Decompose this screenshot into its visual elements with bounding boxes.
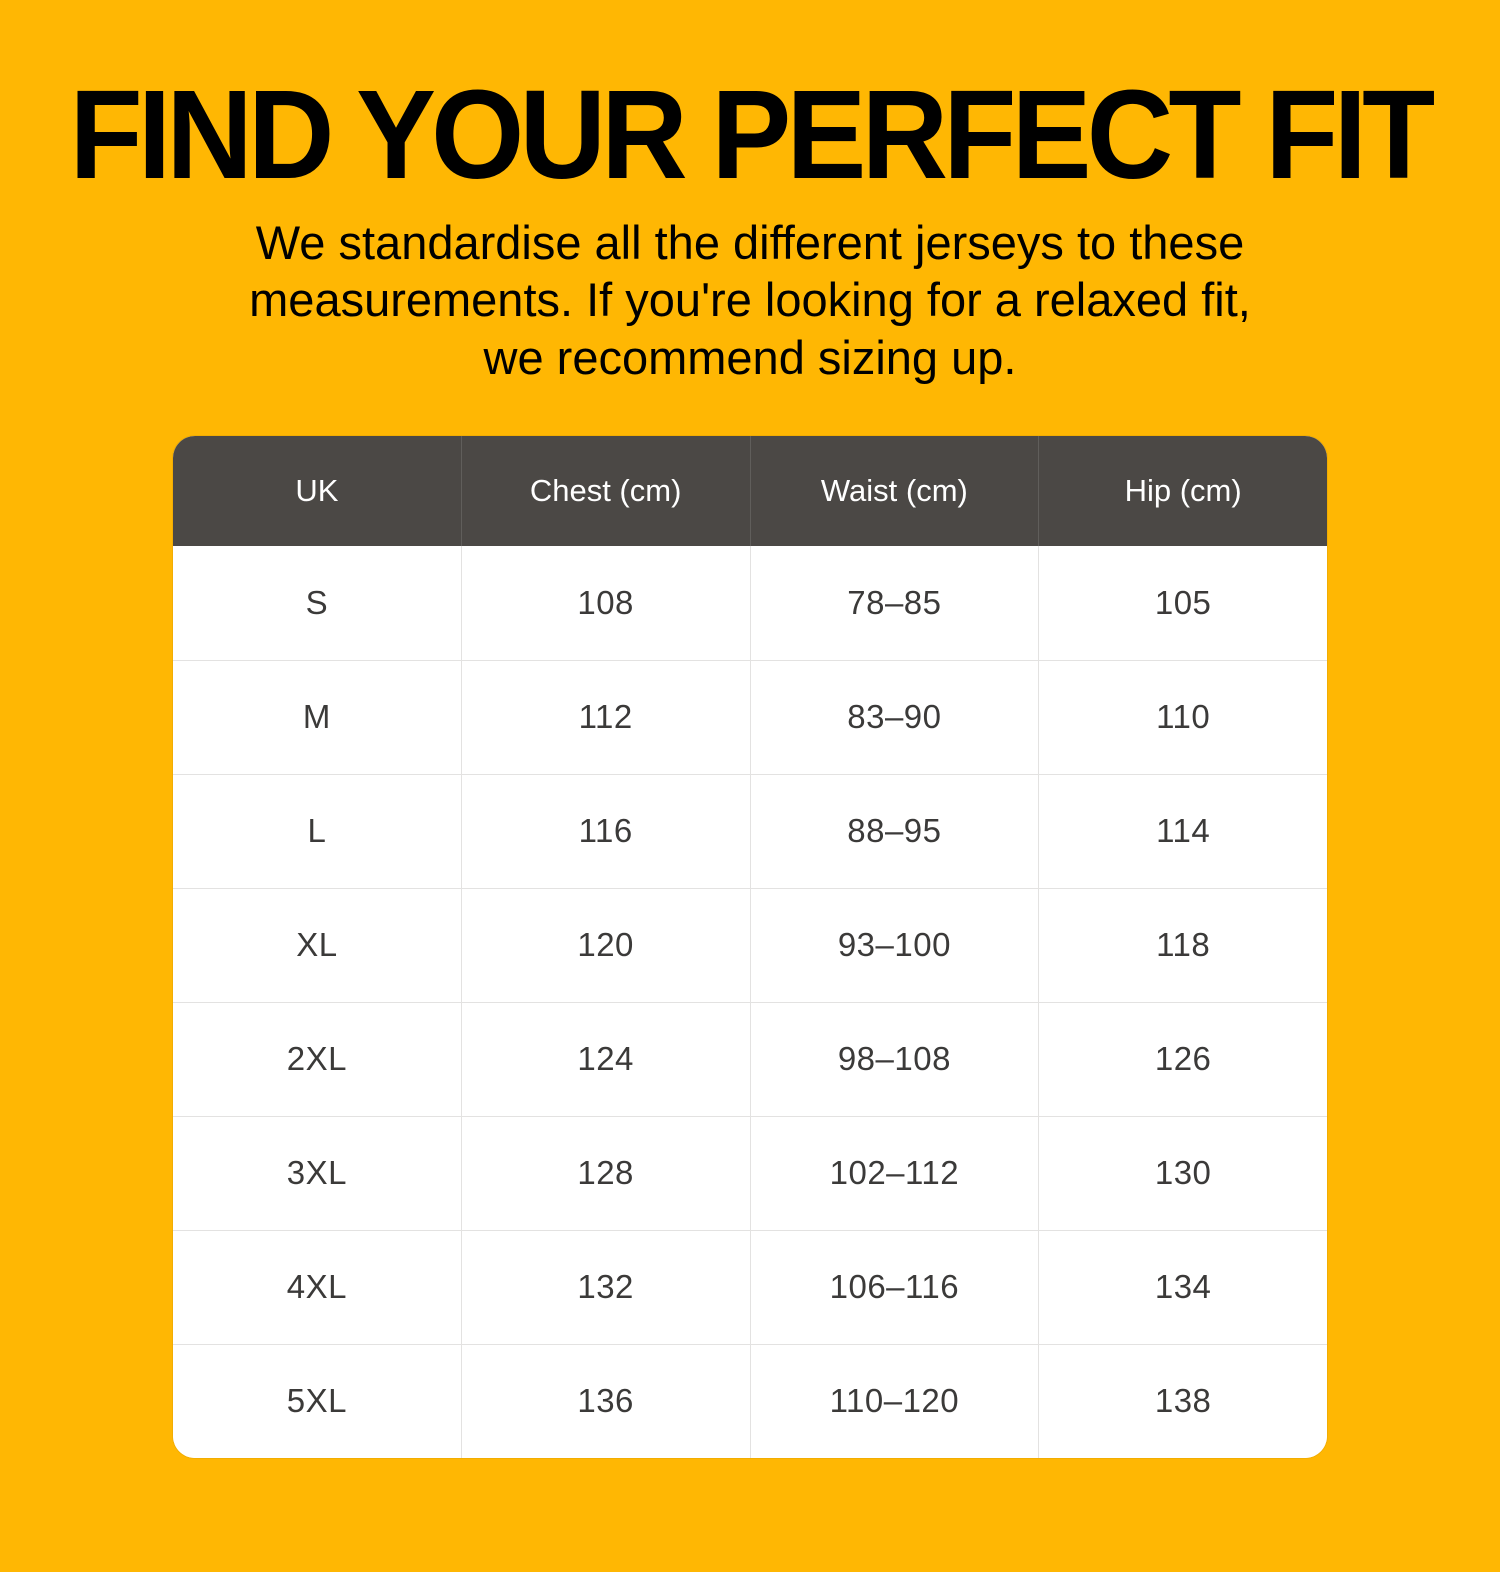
- size-label: 2XL: [286, 1040, 347, 1078]
- chest-value: 136: [460, 1344, 750, 1458]
- column-header-hip: Hip (cm): [1038, 435, 1327, 546]
- size-label: S: [305, 583, 329, 621]
- hip-value: 126: [1038, 1002, 1327, 1116]
- page-background: FIND YOUR PERFECT FIT We standardise all…: [0, 72, 1500, 1572]
- size-label: 4XL: [286, 1268, 347, 1306]
- hip-value: 134: [1038, 1230, 1327, 1344]
- waist-value: 98–108: [749, 1002, 1039, 1116]
- hip-value: 130: [1038, 1116, 1327, 1230]
- chest-value: 124: [460, 1002, 750, 1116]
- hip-value: 114: [1038, 774, 1327, 888]
- waist-value: 106–116: [749, 1230, 1039, 1344]
- subtitle-line-2: measurements. If you're looking for a re…: [249, 273, 1251, 327]
- waist-value: 78–85: [749, 545, 1039, 660]
- size-label: XL: [296, 926, 338, 964]
- table-row-xl: XL 120 93–100 118: [173, 887, 1327, 1002]
- chest-value: 116: [460, 774, 750, 888]
- size-chart-table: UK Chest (cm) Waist (cm) Hip (cm) S 108 …: [173, 435, 1327, 1458]
- table-row-l: L 116 88–95 114: [173, 773, 1327, 888]
- waist-value: 110–120: [749, 1344, 1039, 1458]
- table-row-s: S 108 78–85 105: [173, 545, 1327, 660]
- chest-value: 108: [460, 545, 750, 660]
- size-label: 5XL: [286, 1382, 347, 1420]
- waist-value: 93–100: [749, 888, 1039, 1002]
- hip-value: 110: [1038, 660, 1327, 774]
- table-row-4xl: 4XL 132 106–116 134: [173, 1229, 1327, 1344]
- table-row-m: M 112 83–90 110: [173, 659, 1327, 774]
- column-header-waist: Waist (cm): [749, 435, 1039, 546]
- size-label: 3XL: [286, 1154, 347, 1192]
- chest-value: 128: [460, 1116, 750, 1230]
- waist-value: 83–90: [749, 660, 1039, 774]
- waist-value: 88–95: [749, 774, 1039, 888]
- column-header-chest: Chest (cm): [460, 435, 750, 546]
- waist-value: 102–112: [749, 1116, 1039, 1230]
- page-title: FIND YOUR PERFECT FIT: [69, 64, 1435, 205]
- table-row-3xl: 3XL 128 102–112 130: [173, 1115, 1327, 1230]
- size-label: L: [307, 812, 327, 850]
- table-header-row: UK Chest (cm) Waist (cm) Hip (cm): [173, 435, 1327, 546]
- table-row-2xl: 2XL 124 98–108 126: [173, 1001, 1327, 1116]
- subtitle-line-3: we recommend sizing up.: [483, 330, 1017, 384]
- column-header-uk: UK: [295, 472, 339, 508]
- chest-value: 112: [460, 660, 750, 774]
- hip-value: 138: [1038, 1344, 1327, 1458]
- hip-value: 118: [1038, 888, 1327, 1002]
- page-subtitle: We standardise all the different jerseys…: [0, 214, 1500, 386]
- size-label: M: [302, 698, 331, 736]
- chest-value: 120: [460, 888, 750, 1002]
- chest-value: 132: [460, 1230, 750, 1344]
- table-row-5xl: 5XL 136 110–120 138: [173, 1343, 1327, 1458]
- hip-value: 105: [1038, 545, 1327, 660]
- subtitle-line-1: We standardise all the different jerseys…: [255, 216, 1245, 269]
